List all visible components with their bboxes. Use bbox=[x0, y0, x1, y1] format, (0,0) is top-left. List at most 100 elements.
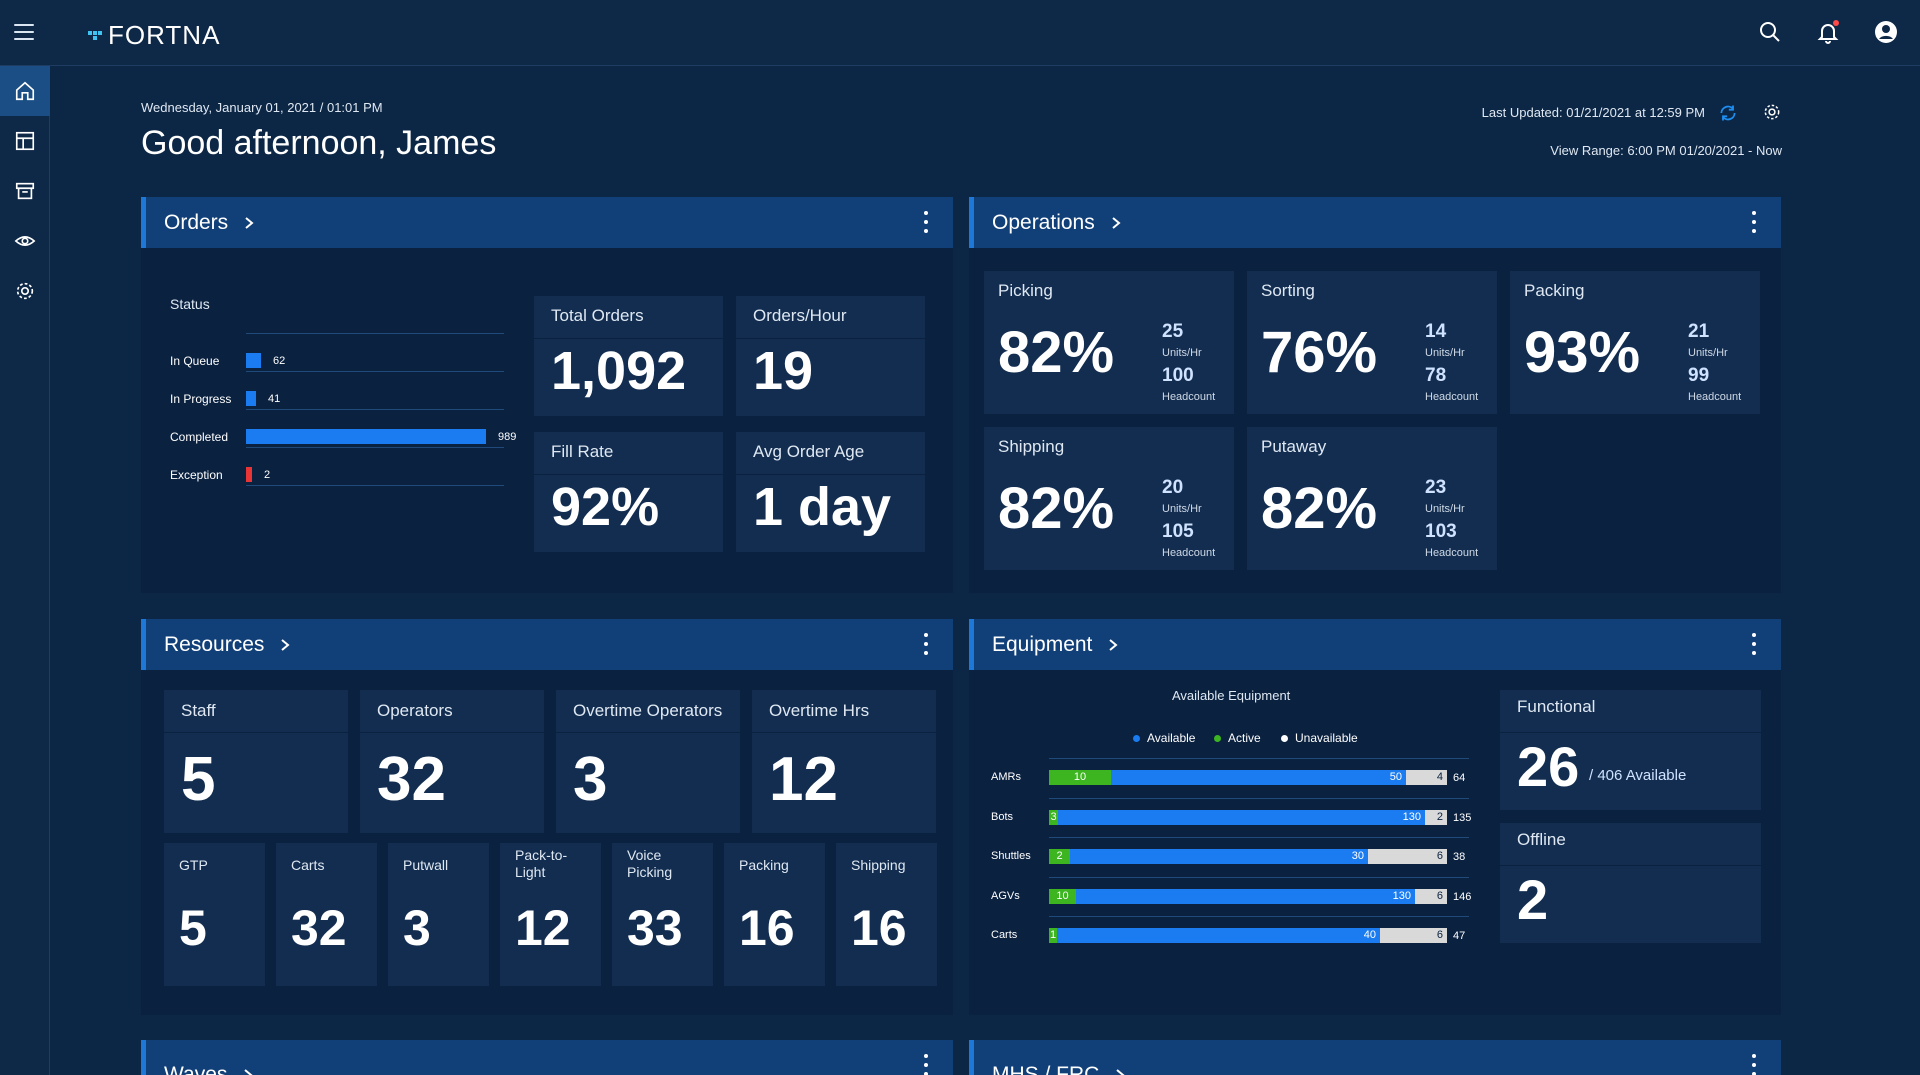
equipment-available-segment[interactable]: 30 bbox=[1070, 849, 1368, 864]
nav-dashboard[interactable] bbox=[0, 116, 50, 166]
resource-label: Voice Picking bbox=[627, 847, 673, 880]
gear-icon bbox=[16, 282, 34, 300]
equipment-unavailable-segment[interactable]: 6 bbox=[1368, 849, 1447, 864]
op-card-units: 20 bbox=[1162, 477, 1184, 498]
op-card-shipping[interactable]: Shipping 82% 20 Units/Hr 105 Headcount bbox=[984, 427, 1234, 570]
equipment-row-label: Bots bbox=[991, 811, 1014, 823]
nav-settings[interactable] bbox=[0, 266, 50, 316]
kebab-menu-icon[interactable] bbox=[1751, 211, 1757, 233]
nav-home[interactable] bbox=[0, 66, 50, 116]
status-bar-chart: In Queue 62 In Progress 41 Completed 989 Excep… bbox=[141, 197, 561, 593]
chevron-right-icon[interactable] bbox=[278, 638, 292, 652]
op-card-headcount-label: Headcount bbox=[1688, 391, 1742, 403]
op-card-pct: 76% bbox=[1261, 320, 1378, 385]
kebab-menu-icon[interactable] bbox=[923, 211, 929, 233]
waves-panel-header[interactable]: Waves bbox=[141, 1040, 953, 1075]
status-bar[interactable] bbox=[246, 391, 256, 406]
equipment-gridline bbox=[1049, 798, 1469, 799]
legend-active: Active bbox=[1214, 731, 1261, 745]
op-card-putaway[interactable]: Putaway 82% 23 Units/Hr 103 Headcount bbox=[1247, 427, 1497, 570]
kebab-menu-icon[interactable] bbox=[1751, 633, 1757, 655]
hamburger-menu-icon[interactable] bbox=[14, 24, 34, 42]
op-card-units: 21 bbox=[1688, 321, 1710, 342]
resource-card-pack-to-light: Pack-to-Light 12 bbox=[500, 843, 601, 986]
kebab-menu-icon[interactable] bbox=[923, 633, 929, 655]
equipment-available-segment[interactable]: 40 bbox=[1057, 928, 1380, 943]
resource-value: 16 bbox=[851, 900, 907, 956]
chevron-right-icon[interactable] bbox=[242, 216, 256, 230]
equipment-unavailable-segment[interactable]: 2 bbox=[1425, 810, 1447, 825]
op-card-picking[interactable]: Picking 82% 25 Units/Hr 100 Headcount bbox=[984, 271, 1234, 414]
nav-archive[interactable] bbox=[0, 166, 50, 216]
equipment-active-segment[interactable]: 1 bbox=[1049, 928, 1057, 943]
resource-card-operators: Operators 32 bbox=[360, 690, 544, 833]
status-label: Status bbox=[170, 296, 210, 312]
archive-icon bbox=[15, 182, 35, 200]
chevron-right-icon[interactable] bbox=[1109, 216, 1123, 230]
op-card-name: Packing bbox=[1524, 281, 1585, 300]
status-row-label: In Progress bbox=[170, 392, 232, 406]
orders-panel-header[interactable]: Orders bbox=[141, 197, 953, 248]
equipment-available-segment[interactable]: 50 bbox=[1111, 770, 1406, 785]
fortna-logo[interactable]: FORTNA bbox=[88, 20, 220, 51]
equipment-title: Equipment bbox=[992, 632, 1093, 656]
op-card-units-label: Units/Hr bbox=[1425, 347, 1465, 359]
status-bar-value: 41 bbox=[268, 393, 281, 405]
equipment-panel-header[interactable]: Equipment bbox=[969, 619, 1781, 670]
fill-rate-value: 92% bbox=[551, 477, 660, 537]
equipment-gridline bbox=[1049, 916, 1469, 917]
op-card-units-label: Units/Hr bbox=[1162, 347, 1202, 359]
resource-value: 5 bbox=[179, 900, 207, 956]
functional-card: Functional 26 / 406 Available bbox=[1500, 690, 1761, 810]
logo-text: FORTNA bbox=[108, 20, 221, 50]
nav-monitor[interactable] bbox=[0, 216, 50, 266]
mhs-frc-panel-header[interactable]: MHS / FRC bbox=[969, 1040, 1781, 1075]
op-card-name: Shipping bbox=[998, 437, 1065, 456]
kebab-menu-icon[interactable] bbox=[1751, 1054, 1757, 1075]
functional-value: 26 bbox=[1517, 735, 1580, 798]
resource-card-overtime-operators: Overtime Operators 3 bbox=[556, 690, 740, 833]
orders-hour-value: 19 bbox=[753, 341, 814, 401]
equipment-unavailable-segment[interactable]: 4 bbox=[1406, 770, 1447, 785]
op-card-sorting[interactable]: Sorting 76% 14 Units/Hr 78 Headcount bbox=[1247, 271, 1497, 414]
status-bar[interactable] bbox=[246, 467, 252, 482]
equipment-unavailable-segment[interactable]: 6 bbox=[1415, 889, 1447, 904]
equipment-available-segment[interactable]: 130 bbox=[1076, 889, 1415, 904]
equipment-total: 64 bbox=[1453, 772, 1466, 784]
status-bar[interactable] bbox=[246, 353, 261, 368]
search-icon[interactable] bbox=[1758, 20, 1782, 44]
total-orders-card: Total Orders 1,092 bbox=[534, 296, 723, 416]
notification-bell-icon[interactable] bbox=[1816, 20, 1840, 44]
user-avatar-icon[interactable] bbox=[1874, 20, 1898, 44]
resource-card-gtp: GTP 5 bbox=[164, 843, 265, 986]
equipment-active-segment[interactable]: 3 bbox=[1049, 810, 1058, 825]
chevron-right-icon[interactable] bbox=[1106, 638, 1120, 652]
resources-panel: Resources Staff 5 Operators 32 Overtime … bbox=[141, 619, 953, 1015]
operations-panel-header[interactable]: Operations bbox=[969, 197, 1781, 248]
status-bar-value: 2 bbox=[264, 469, 271, 481]
operations-title: Operations bbox=[992, 210, 1095, 234]
status-bar-value: 62 bbox=[273, 355, 286, 367]
equipment-active-segment[interactable]: 2 bbox=[1049, 849, 1070, 864]
equipment-gridline bbox=[1049, 837, 1469, 838]
kebab-menu-icon[interactable] bbox=[923, 1054, 929, 1075]
resources-panel-header[interactable]: Resources bbox=[141, 619, 953, 670]
op-card-packing[interactable]: Packing 93% 21 Units/Hr 99 Headcount bbox=[1510, 271, 1760, 414]
resource-card-shipping: Shipping 16 bbox=[836, 843, 937, 986]
legend-available: Available bbox=[1133, 731, 1195, 745]
equipment-active-segment[interactable]: 10 bbox=[1049, 889, 1076, 904]
chevron-right-icon[interactable] bbox=[241, 1068, 255, 1075]
settings-gear-icon[interactable] bbox=[1762, 102, 1782, 122]
resource-value: 16 bbox=[739, 900, 795, 956]
mhs-frc-panel: MHS / FRC bbox=[969, 1040, 1781, 1075]
resources-title: Resources bbox=[164, 632, 265, 656]
equipment-unavailable-segment[interactable]: 6 bbox=[1380, 928, 1447, 943]
chevron-right-icon[interactable] bbox=[1113, 1068, 1127, 1075]
resource-value: 32 bbox=[291, 900, 347, 956]
resource-card-packing: Packing 16 bbox=[724, 843, 825, 986]
equipment-active-segment[interactable]: 10 bbox=[1049, 770, 1111, 785]
refresh-icon[interactable] bbox=[1718, 103, 1738, 123]
resource-card-overtime-hrs: Overtime Hrs 12 bbox=[752, 690, 936, 833]
status-bar[interactable] bbox=[246, 429, 486, 444]
equipment-available-segment[interactable]: 130 bbox=[1058, 810, 1425, 825]
